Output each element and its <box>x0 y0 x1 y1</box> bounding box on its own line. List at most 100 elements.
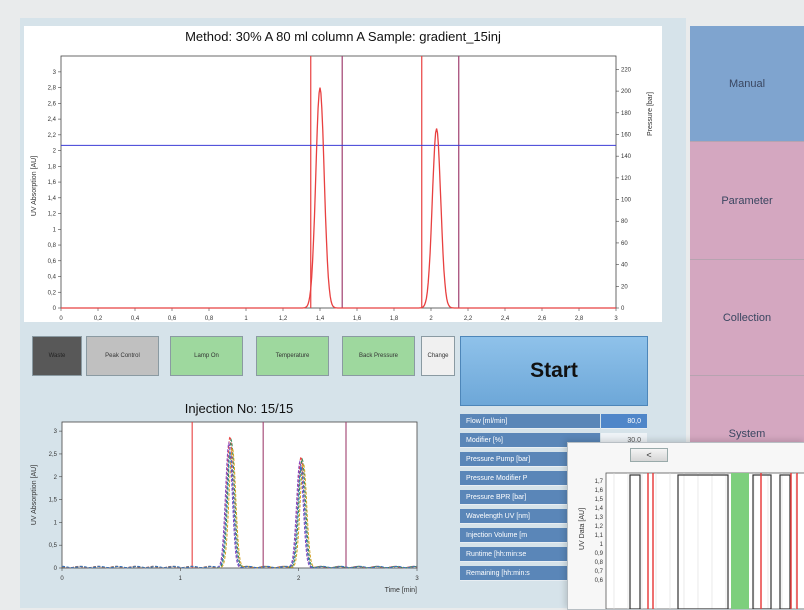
y-tick-label: 0,4 <box>48 275 57 281</box>
overlay-y-tick: 1,3 <box>595 515 604 521</box>
x-tick-label: 3 <box>614 316 618 322</box>
y2-tick-label: 80 <box>621 219 628 225</box>
nav-collection-button[interactable]: Collection <box>690 260 804 376</box>
overlay-y-tick: 1,7 <box>595 479 604 485</box>
x-tick-label: 0,4 <box>131 316 140 322</box>
parameter-label: Injection Volume [m <box>460 528 600 543</box>
parameter-label: Modifier [%] <box>460 433 600 448</box>
x-tick-label: 0,6 <box>168 316 177 322</box>
overlay-y-tick: 0,6 <box>595 578 604 584</box>
nav-manual-button[interactable]: Manual <box>690 26 804 142</box>
overlay-fraction-box <box>629 474 641 609</box>
button-label: Change <box>427 353 449 359</box>
y2-tick-label: 200 <box>621 89 632 95</box>
parameter-label: Wavelength UV [nm] <box>460 509 600 524</box>
overlay-fraction-box <box>779 474 791 609</box>
x-tick-label: 2,4 <box>501 316 510 322</box>
waste-button[interactable]: Waste <box>32 336 82 376</box>
parameter-label: Remaining [hh:min:s <box>460 566 600 581</box>
temperature-button[interactable]: Temperature <box>256 336 329 376</box>
overlay-y-axis-label: UV Data [AU] <box>579 508 586 550</box>
x-tick-label: 0,8 <box>205 316 214 322</box>
peak-control-button[interactable]: Peak Control <box>86 336 159 376</box>
overlay-plot-frame <box>605 472 804 609</box>
bottom-chart-title: Injection No: 15/15 <box>184 401 294 416</box>
overlay-y-tick: 1,6 <box>595 488 604 494</box>
x-tick-label: 2,2 <box>464 316 473 322</box>
parameter-value[interactable]: 80,0 <box>601 414 647 429</box>
y-tick-label: 3 <box>53 70 57 76</box>
y-tick-label: 1 <box>53 227 57 233</box>
button-label: Peak Control <box>105 353 140 359</box>
y-tick-label: 2,5 <box>49 452 58 458</box>
parameter-label: Pressure Modifier P <box>460 471 600 486</box>
bottom-chart: Injection No: 15/15 0 1 2 3 0 0,5 1 1,5 2 2,5 3 Tim… <box>24 390 454 608</box>
start-button[interactable]: Start <box>460 336 648 406</box>
x-tick-label: 0,2 <box>94 316 103 322</box>
x-tick-label: 2,8 <box>575 316 584 322</box>
y2-tick-label: 20 <box>621 284 628 290</box>
overlay-y-tick: 1,1 <box>595 533 604 539</box>
y-tick-label: 2 <box>54 475 58 481</box>
uv-signal-line <box>61 87 616 309</box>
y-tick-label: 0,5 <box>49 543 58 549</box>
x-tick-label: 2,6 <box>538 316 547 322</box>
button-label: Back Pressure <box>358 353 398 359</box>
overlay-chart-svg: 1,7 1,6 1,5 1,4 1,3 1,2 1,1 1 0,9 0,8 0,7 0,6 UV Dat… <box>579 472 804 609</box>
y2-tick-label: 40 <box>621 263 628 269</box>
lamp-on-button[interactable]: Lamp On <box>170 336 243 376</box>
nav-label: System <box>728 428 766 440</box>
nav-label: Manual <box>728 77 766 90</box>
x-tick-label: 1,4 <box>316 316 325 322</box>
injection-trace <box>62 450 417 569</box>
y-tick-label: 1,5 <box>49 498 58 504</box>
y2-tick-label: 180 <box>621 111 632 117</box>
x-axis-label: Time [min] <box>385 587 417 594</box>
y-tick-label: 0 <box>54 566 58 572</box>
y-tick-label: 2,6 <box>48 101 57 107</box>
parameter-label: Pressure BPR [bar] <box>460 490 600 505</box>
button-label: Lamp On <box>194 353 219 359</box>
nav-label: Parameter <box>721 194 773 207</box>
overlay-y-tick: 1 <box>600 542 604 548</box>
y2-tick-label: 60 <box>621 241 628 247</box>
button-label: Waste <box>48 353 66 359</box>
y-tick-label: 3 <box>54 429 58 435</box>
back-label: < <box>646 450 652 460</box>
overlay-y-tick: 0,8 <box>595 560 604 566</box>
change-button[interactable]: Change <box>421 336 455 376</box>
x-tick-label: 1,6 <box>353 316 362 322</box>
overlay-green-band <box>731 473 749 609</box>
x-tick-label: 0 <box>59 316 63 322</box>
y-tick-label: 1,2 <box>48 212 57 218</box>
top-chart: Method: 30% A 80 ml column A Sample: gra… <box>24 26 662 322</box>
y-tick-label: 2,2 <box>48 133 57 139</box>
nav-parameter-button[interactable]: Parameter <box>690 142 804 260</box>
overlay-back-button[interactable]: < <box>630 448 668 462</box>
x-tick-label: 2 <box>429 316 433 322</box>
overlay-y-tick: 1,2 <box>595 524 604 530</box>
overlay-y-tick: 1,5 <box>595 497 604 503</box>
y-axis-label: UV Absorption [AU] <box>31 465 38 525</box>
top-chart-title: Method: 30% A 80 ml column A Sample: gra… <box>185 29 501 44</box>
back-pressure-button[interactable]: Back Pressure <box>342 336 415 376</box>
x-tick-label: 0 <box>60 576 64 582</box>
overlay-window: < 1,7 1,6 1,5 1,4 1,3 1,2 1,1 1 0,9 0,8 0,7 0,6 UV D… <box>567 442 804 610</box>
overlay-fraction-box <box>677 474 729 609</box>
x-tick-label: 1 <box>179 576 183 582</box>
y2-axis-label: Pressure [bar] <box>647 92 654 136</box>
y-tick-label: 1,8 <box>48 164 57 170</box>
plot-frame <box>61 421 418 569</box>
y2-tick-label: 120 <box>621 176 632 182</box>
parameter-label: Pressure Pump [bar] <box>460 452 600 467</box>
plot-frame <box>60 55 617 309</box>
button-label: Temperature <box>275 353 310 359</box>
y-tick-label: 0,8 <box>48 243 57 249</box>
y2-tick-label: 140 <box>621 154 632 160</box>
start-label: Start <box>530 359 578 382</box>
y-tick-label: 0 <box>53 306 57 312</box>
y2-tick-label: 100 <box>621 198 632 204</box>
y-tick-label: 2,8 <box>48 86 57 92</box>
overlay-fraction-box <box>752 474 772 609</box>
x-tick-label: 3 <box>415 576 419 582</box>
